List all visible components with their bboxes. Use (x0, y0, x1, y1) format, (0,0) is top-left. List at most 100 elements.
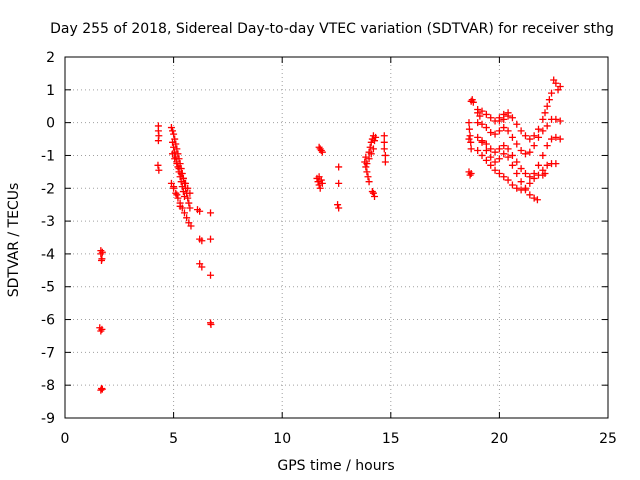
data-point (314, 178, 322, 186)
data-point (548, 135, 556, 143)
data-point (500, 142, 508, 150)
data-point (513, 140, 521, 148)
data-point (521, 186, 529, 194)
data-point (380, 138, 388, 146)
data-point (500, 173, 508, 181)
data-point (513, 170, 521, 178)
data-point (504, 109, 512, 117)
data-point (526, 148, 534, 156)
data-point (482, 140, 490, 148)
data-point (500, 124, 508, 132)
data-point (467, 145, 475, 153)
y-tick-label: -1 (41, 148, 55, 164)
y-tick-label: -5 (41, 280, 55, 296)
data-point (98, 385, 106, 393)
data-point (521, 170, 529, 178)
data-point (508, 114, 516, 122)
data-point (517, 147, 525, 155)
data-point (491, 148, 499, 156)
data-point (491, 166, 499, 174)
data-point (371, 192, 379, 200)
data-point (552, 115, 560, 123)
data-point (172, 153, 180, 161)
data-point (517, 127, 525, 135)
data-point (207, 209, 215, 217)
data-point (533, 196, 541, 204)
data-point (465, 135, 473, 143)
y-tick-label: 0 (46, 116, 55, 132)
data-point (369, 145, 377, 153)
data-point (316, 184, 324, 192)
data-point (154, 137, 162, 145)
data-point (521, 132, 529, 140)
data-point (169, 127, 177, 135)
data-point (552, 160, 560, 168)
data-point (504, 153, 512, 161)
data-point (174, 194, 182, 202)
data-point (466, 132, 474, 140)
data-point (335, 204, 343, 212)
data-point (474, 119, 482, 127)
data-point (487, 114, 495, 122)
data-point (526, 191, 534, 199)
data-point (474, 147, 482, 155)
data-point (368, 188, 376, 196)
data-point (173, 160, 181, 168)
data-point (495, 127, 503, 135)
data-point (169, 138, 177, 146)
y-tick-label: -7 (41, 345, 55, 361)
data-point (366, 143, 374, 151)
data-point (539, 115, 547, 123)
data-point (513, 184, 521, 192)
data-point (167, 124, 175, 132)
data-point (487, 145, 495, 153)
data-point (97, 386, 105, 394)
data-point (381, 158, 389, 166)
data-point (179, 188, 187, 196)
data-point (541, 170, 549, 178)
data-point (97, 250, 105, 258)
data-point (362, 153, 370, 161)
data-point (315, 181, 323, 189)
data-point (362, 163, 370, 171)
data-point (500, 110, 508, 118)
data-point (172, 189, 180, 197)
data-point (182, 179, 190, 187)
data-point (335, 179, 343, 187)
data-point (539, 151, 547, 159)
data-point (495, 145, 503, 153)
data-point (487, 161, 495, 169)
data-point (474, 133, 482, 141)
data-point (198, 237, 206, 245)
data-point (476, 112, 484, 120)
data-point (543, 142, 551, 150)
data-point (552, 133, 560, 141)
data-point (334, 201, 342, 209)
data-point (545, 96, 553, 104)
data-point (517, 178, 525, 186)
data-point (478, 151, 486, 159)
data-point (478, 138, 486, 146)
data-point (530, 174, 538, 182)
data-point (170, 130, 178, 138)
data-point (372, 133, 380, 141)
data-point (180, 209, 188, 217)
data-point (548, 89, 556, 97)
data-point (98, 325, 106, 333)
data-point (465, 125, 473, 133)
data-point (504, 145, 512, 153)
data-point (530, 132, 538, 140)
data-point (482, 147, 490, 155)
data-point (513, 158, 521, 166)
axis-ticks: 0 5 10 15 20 25 -9 -8 -7 -6 -5 -4 -3 -2 -1 0 1 2 (41, 50, 617, 447)
data-point (369, 189, 377, 197)
data-point (534, 133, 542, 141)
data-point (196, 207, 204, 215)
x-tick-label: 10 (273, 431, 291, 447)
data-point (539, 127, 547, 135)
data-point (318, 179, 326, 187)
data-point (467, 138, 475, 146)
data-point (183, 214, 191, 222)
data-point (530, 142, 538, 150)
